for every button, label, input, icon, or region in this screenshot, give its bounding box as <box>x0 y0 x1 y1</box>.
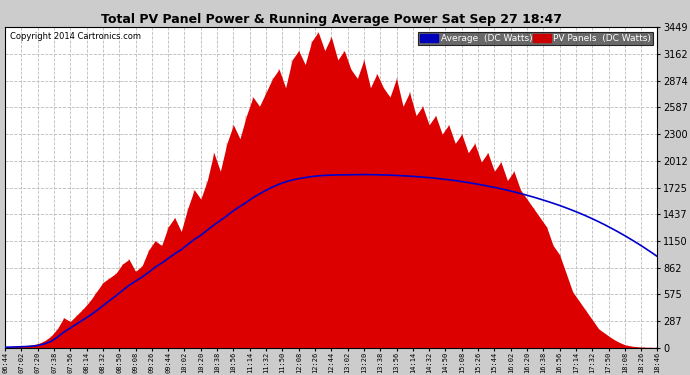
Title: Total PV Panel Power & Running Average Power Sat Sep 27 18:47: Total PV Panel Power & Running Average P… <box>101 13 562 26</box>
Text: Copyright 2014 Cartronics.com: Copyright 2014 Cartronics.com <box>10 32 141 41</box>
Legend: Average  (DC Watts), PV Panels  (DC Watts): Average (DC Watts), PV Panels (DC Watts) <box>418 32 653 45</box>
